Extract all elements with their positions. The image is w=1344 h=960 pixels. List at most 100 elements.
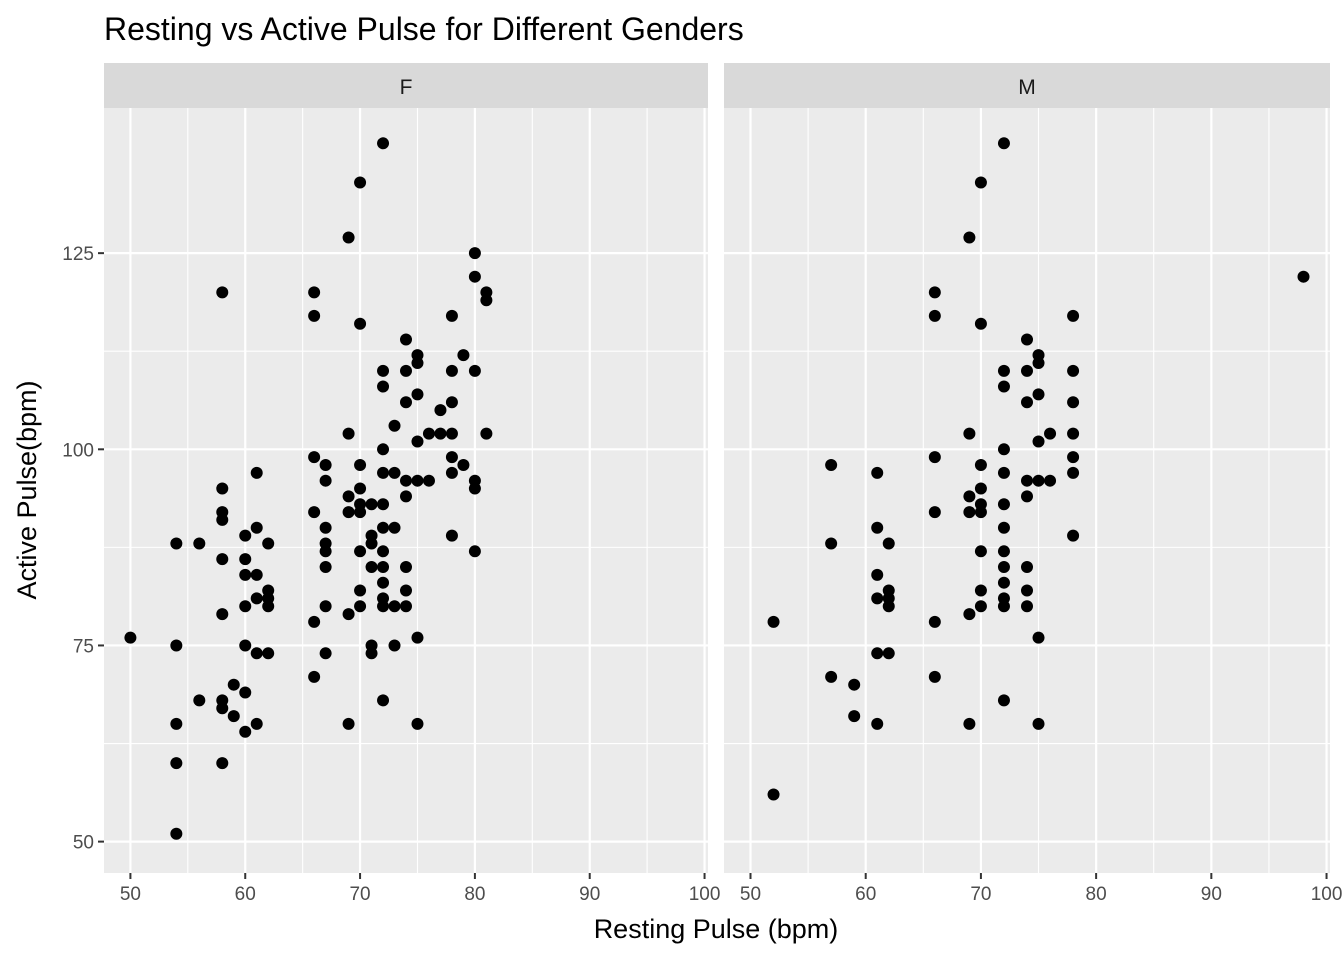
data-point	[997, 466, 1010, 479]
data-point	[468, 364, 481, 377]
data-point	[377, 498, 390, 511]
data-point	[354, 600, 367, 613]
data-point	[1067, 364, 1080, 377]
data-point	[468, 545, 481, 558]
data-point	[1021, 600, 1033, 613]
chart-title: Resting vs Active Pulse for Different Ge…	[104, 11, 744, 47]
data-point	[365, 561, 378, 573]
data-point	[400, 600, 412, 613]
data-point	[1021, 474, 1033, 487]
data-point	[445, 451, 458, 464]
x-tick-label: 60	[235, 884, 256, 905]
data-point	[411, 388, 424, 401]
facet-strip	[104, 63, 708, 108]
x-tick-label: 100	[689, 884, 721, 905]
y-tick-label: 75	[73, 636, 94, 657]
data-point	[480, 294, 493, 307]
data-point	[216, 702, 229, 715]
data-point	[445, 466, 458, 479]
data-point	[871, 521, 884, 534]
x-tick-label: 70	[970, 884, 991, 905]
data-point	[319, 561, 332, 573]
data-point	[216, 553, 229, 566]
data-point	[319, 521, 332, 534]
x-axis-title: Resting Pulse (bpm)	[594, 914, 839, 944]
data-point	[871, 568, 884, 581]
data-point	[480, 427, 493, 440]
x-tick-label: 90	[1201, 884, 1222, 905]
data-point	[193, 694, 206, 707]
data-point	[997, 694, 1010, 707]
data-point	[928, 286, 941, 299]
data-point	[997, 576, 1010, 589]
data-point	[434, 427, 447, 440]
data-point	[365, 498, 378, 511]
data-point	[445, 529, 458, 542]
data-point	[411, 435, 424, 448]
data-point	[308, 615, 321, 628]
data-point	[1032, 474, 1045, 487]
data-point	[928, 615, 941, 628]
x-tick-label: 100	[1311, 884, 1343, 905]
data-point	[1021, 333, 1033, 346]
data-point	[963, 490, 976, 503]
data-point	[1044, 474, 1057, 487]
facet-strip-label: F	[400, 76, 413, 99]
data-point	[239, 553, 252, 566]
data-point	[825, 459, 838, 471]
x-tick-label: 50	[120, 884, 141, 905]
data-point	[1021, 490, 1033, 503]
data-point	[262, 537, 275, 550]
data-point	[928, 506, 941, 519]
data-point	[974, 176, 987, 189]
data-point	[342, 231, 355, 244]
data-point	[963, 608, 976, 621]
data-point	[1067, 396, 1080, 409]
data-point	[997, 364, 1010, 377]
data-point	[354, 176, 367, 189]
data-point	[997, 545, 1010, 558]
facet-strip	[724, 63, 1330, 108]
data-point	[216, 608, 229, 621]
data-point	[411, 357, 424, 369]
data-point	[445, 427, 458, 440]
data-point	[354, 482, 367, 495]
data-point	[882, 647, 895, 660]
data-point	[365, 537, 378, 550]
facet-panel-f: F 50 60 70 80 90 100 50 75 100 125	[62, 63, 720, 905]
data-point	[377, 600, 390, 613]
data-point	[963, 427, 976, 440]
data-point	[170, 717, 183, 730]
data-point	[239, 600, 252, 613]
data-point	[239, 686, 252, 699]
data-point	[388, 600, 401, 613]
data-point	[250, 647, 263, 660]
data-point	[124, 631, 137, 644]
x-tick-label: 90	[579, 884, 600, 905]
data-point	[342, 427, 355, 440]
data-point	[997, 600, 1010, 613]
data-point	[848, 710, 861, 723]
data-point	[342, 608, 355, 621]
data-point	[767, 615, 780, 628]
data-point	[445, 364, 458, 377]
data-point	[411, 717, 424, 730]
data-point	[767, 788, 780, 801]
data-point	[388, 639, 401, 652]
data-point	[216, 513, 229, 526]
data-point	[377, 694, 390, 707]
data-point	[250, 521, 263, 534]
data-point	[928, 670, 941, 683]
data-point	[400, 333, 412, 346]
data-point	[848, 678, 861, 691]
data-point	[354, 506, 367, 519]
data-point	[262, 600, 275, 613]
data-point	[434, 404, 447, 417]
data-point	[1032, 631, 1045, 644]
data-point	[997, 137, 1010, 150]
data-point	[468, 270, 481, 283]
data-point	[239, 568, 252, 581]
data-point	[250, 466, 263, 479]
x-tick-label: 50	[740, 884, 761, 905]
data-point	[445, 396, 458, 409]
